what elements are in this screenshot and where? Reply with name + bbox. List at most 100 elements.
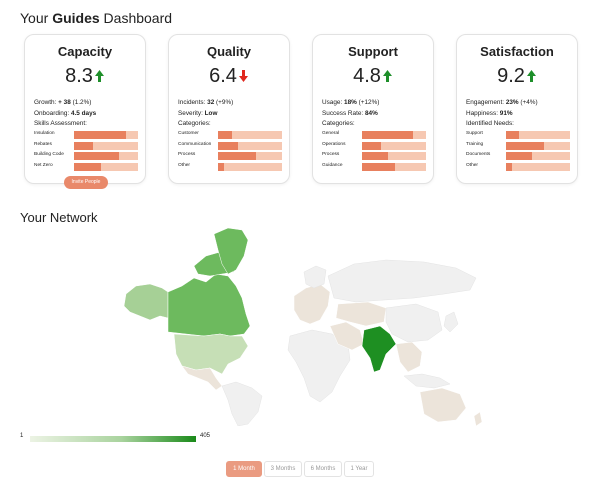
card-value: 9.2 (457, 65, 577, 88)
metric-card-satisfaction: Satisfaction 9.2 Engagement: 23% (+4%) Happ… (456, 34, 578, 184)
map-region-india[interactable] (361, 325, 397, 373)
map-region-australia[interactable] (419, 387, 467, 423)
page-title: Your Guides Dashboard (20, 10, 172, 26)
card-bar-chart: Customer Communication Process Other (178, 130, 284, 172)
stat-label: Identified Needs: (466, 120, 514, 127)
stat-label: Onboarding: (34, 109, 70, 117)
map-region-south-america[interactable] (221, 381, 263, 426)
bar-label: Net Zero (34, 162, 53, 168)
card-title: Capacity (57, 44, 113, 59)
bar-label: Rebates (34, 141, 52, 147)
stat-label: Growth: (34, 99, 57, 106)
stat-value: 18% (344, 99, 357, 106)
card-stats: Growth: + 38 (1.2%) Onboarding: 4.5 days S… (34, 98, 139, 130)
range-button-1-month[interactable]: 1 Month (226, 461, 262, 477)
stat-extra: (+9%) (216, 99, 234, 106)
stat-value: 84% (364, 109, 378, 117)
bar-fill (506, 162, 513, 171)
bar-label: Guidance (322, 162, 343, 168)
stat-label: Skills Assessment: (34, 120, 87, 127)
bar-fill (74, 152, 119, 160)
bar-track (74, 162, 138, 171)
range-button-1-year[interactable]: 1 Year (344, 461, 374, 477)
bar-fill (218, 152, 257, 160)
bar-label: General (322, 131, 340, 136)
bar-label: Building Code (34, 152, 64, 157)
map-legend: 1 405 (20, 433, 220, 445)
stat-extra: (+4%) (520, 99, 538, 106)
map-region-africa[interactable] (287, 329, 351, 403)
bar-fill (74, 141, 94, 150)
map-region-alaska[interactable] (124, 283, 169, 321)
trend-up-arrow-icon (526, 70, 536, 82)
bar-track (362, 131, 426, 139)
stat-value: + 38 (58, 99, 71, 106)
bar-fill (506, 141, 545, 150)
stat-value: 4.5 days (70, 109, 97, 117)
bar-label: Documents (466, 152, 491, 157)
bar-track (362, 152, 426, 160)
bar-track (362, 141, 426, 150)
bar-row: Communication (178, 141, 284, 152)
card-stats: Usage: 18% (+12%) Success Rate: 84% Catego… (322, 98, 427, 130)
stat-line: Onboarding: 4.5 days (34, 109, 139, 120)
metric-card-quality: Quality 6.4 Incidents: 32 (+9%) Severity: L… (168, 34, 290, 184)
map-region-china[interactable] (385, 303, 443, 343)
stat-value: 32 (207, 99, 215, 106)
map-region-russia[interactable] (327, 259, 477, 303)
map-region-indonesia[interactable] (403, 373, 451, 389)
bar-fill (218, 141, 239, 150)
bar-fill (362, 162, 396, 171)
map-region-mexico[interactable] (181, 365, 223, 391)
trend-up-arrow-icon (94, 70, 104, 82)
map-region-canada[interactable] (167, 273, 251, 337)
stat-line: Engagement: 23% (+4%) (466, 98, 571, 109)
stat-label: Usage: (322, 99, 343, 106)
bar-row: General (322, 130, 428, 141)
bar-track (218, 152, 282, 160)
map-region-europe[interactable] (293, 283, 331, 325)
bar-fill (362, 141, 382, 150)
stat-line: Severity: Low (178, 109, 283, 120)
bar-row: Support (466, 130, 572, 141)
trend-down-arrow-icon (238, 70, 248, 82)
map-region-new-zealand[interactable] (473, 411, 483, 426)
map-region-central-asia[interactable] (335, 301, 387, 327)
bar-row: Building Code (34, 151, 140, 162)
map-region-japan[interactable] (443, 311, 459, 333)
bar-label: Process (322, 152, 340, 157)
stat-extra: (+12%) (358, 99, 380, 106)
network-title: Your Network (20, 210, 98, 225)
bar-track (506, 131, 570, 139)
world-map[interactable] (124, 226, 484, 426)
card-value-number: 4.8 (353, 65, 381, 87)
map-region-scandinavia[interactable] (303, 265, 327, 289)
bar-row: Net Zero (34, 162, 140, 173)
map-region-greenland[interactable] (213, 227, 249, 275)
card-value-number: 6.4 (209, 65, 237, 87)
stat-value: Low (204, 109, 218, 117)
bar-label: Other (178, 162, 190, 168)
stat-line: Skills Assessment: (34, 119, 139, 130)
bar-fill (74, 131, 127, 139)
range-button-6-months[interactable]: 6 Months (304, 461, 342, 477)
bar-row: Other (178, 162, 284, 173)
stat-label: Incidents: (178, 99, 206, 106)
stat-label: Severity: (178, 109, 203, 117)
map-region-southeast-asia[interactable] (395, 341, 423, 373)
stat-label: Success Rate: (322, 109, 364, 117)
stat-label: Engagement: (466, 99, 505, 106)
range-button-3-months[interactable]: 3 Months (264, 461, 302, 477)
bar-row: Customer (178, 130, 284, 141)
stat-extra: (1.2%) (72, 99, 92, 106)
invite-people-button[interactable]: Invite People (64, 176, 108, 189)
card-title: Support (348, 44, 398, 59)
bar-track (362, 162, 426, 171)
card-bar-chart: General Operations Process Guidance (322, 130, 428, 172)
bar-label: Communication (178, 141, 212, 147)
bar-row: Other (466, 162, 572, 173)
bar-label: Operations (322, 141, 346, 147)
card-bar-chart: Insulation Rebates Building Code Net Zero (34, 130, 140, 172)
metric-cards: Capacity 8.3 Growth: + 38 (1.2%) Onboarding… (24, 34, 579, 189)
bar-row: Insulation (34, 130, 140, 141)
